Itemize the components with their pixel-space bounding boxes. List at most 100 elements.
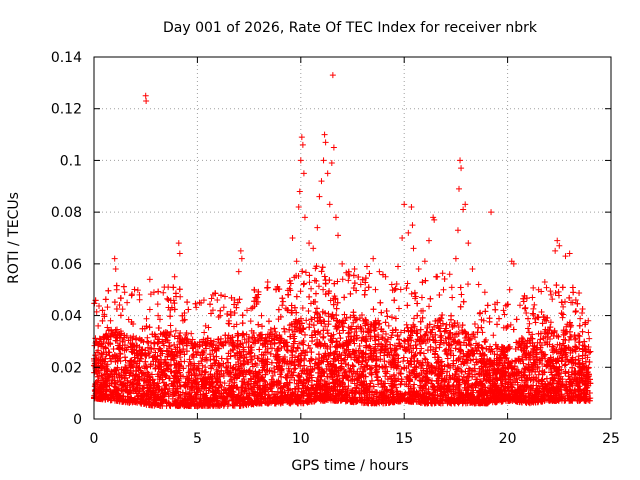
data-point (287, 361, 294, 368)
data-point (300, 281, 307, 288)
data-point (152, 349, 159, 356)
data-point (494, 351, 501, 358)
data-point (388, 332, 395, 339)
data-point (378, 334, 385, 341)
data-point (397, 286, 404, 293)
data-point (160, 289, 167, 296)
data-point (154, 371, 161, 378)
data-point (426, 303, 433, 310)
data-point (421, 355, 428, 362)
data-point (117, 378, 124, 385)
data-point (531, 301, 538, 308)
data-point (543, 284, 550, 291)
data-point (560, 303, 567, 310)
data-point (360, 317, 367, 324)
data-point (167, 322, 174, 329)
data-point (312, 356, 319, 363)
data-point (209, 307, 216, 314)
data-point (395, 305, 402, 312)
data-point (305, 342, 312, 349)
data-point (172, 327, 179, 334)
data-point (214, 296, 221, 303)
data-point (272, 328, 279, 335)
data-point (484, 355, 491, 362)
data-point (302, 269, 309, 276)
data-point (171, 341, 178, 348)
data-point (345, 324, 352, 331)
data-point (313, 278, 320, 285)
data-point (449, 294, 456, 301)
data-point (443, 346, 450, 353)
data-point (423, 328, 430, 335)
data-point (465, 281, 472, 288)
data-point (215, 313, 222, 320)
data-point (303, 317, 310, 324)
data-point (125, 316, 132, 323)
data-point (448, 284, 455, 291)
data-point (267, 341, 274, 348)
data-point (296, 340, 303, 347)
data-point (104, 324, 111, 331)
data-point (410, 315, 417, 322)
data-point (586, 335, 593, 342)
data-point (331, 293, 338, 300)
data-point (249, 361, 256, 368)
data-point (299, 304, 306, 311)
data-point (91, 342, 98, 349)
data-point (439, 270, 446, 277)
data-point (351, 340, 358, 347)
data-point (306, 279, 313, 286)
data-point (471, 365, 478, 372)
data-point (547, 319, 554, 326)
data-point (357, 365, 364, 372)
data-point (202, 364, 209, 371)
data-point (368, 364, 375, 371)
data-point (342, 317, 349, 324)
data-point (242, 371, 249, 378)
data-point (251, 286, 258, 293)
data-point (177, 372, 184, 379)
data-point (412, 374, 419, 381)
data-point (585, 329, 592, 336)
data-point (444, 351, 451, 358)
data-point (339, 276, 346, 283)
data-point (372, 286, 379, 293)
data-point (403, 321, 410, 328)
data-point (504, 301, 511, 308)
data-point (549, 296, 556, 303)
data-point (207, 356, 214, 363)
data-point (408, 290, 415, 297)
data-point (547, 288, 554, 295)
data-point (442, 335, 449, 342)
data-point (208, 295, 215, 302)
data-point (490, 332, 497, 339)
data-point (116, 302, 123, 309)
data-point (200, 297, 207, 304)
data-point (281, 328, 288, 335)
data-point (568, 322, 575, 329)
data-point (345, 277, 352, 284)
data-point (186, 368, 193, 375)
data-point (93, 308, 100, 315)
data-point (576, 345, 583, 352)
data-point (478, 316, 485, 323)
data-point (507, 321, 514, 328)
data-point (397, 329, 404, 336)
data-point (146, 306, 153, 313)
data-point (397, 381, 404, 388)
data-point (487, 343, 494, 350)
data-point (269, 372, 276, 379)
data-point (530, 311, 537, 318)
data-point (121, 289, 128, 296)
data-point (351, 329, 358, 336)
data-point (297, 288, 304, 295)
data-point (348, 323, 355, 330)
data-point (186, 356, 193, 363)
data-point (393, 280, 400, 287)
data-point (560, 311, 567, 318)
data-point (530, 284, 537, 291)
data-points (91, 72, 594, 410)
data-point (327, 297, 334, 304)
data-point (320, 333, 327, 340)
